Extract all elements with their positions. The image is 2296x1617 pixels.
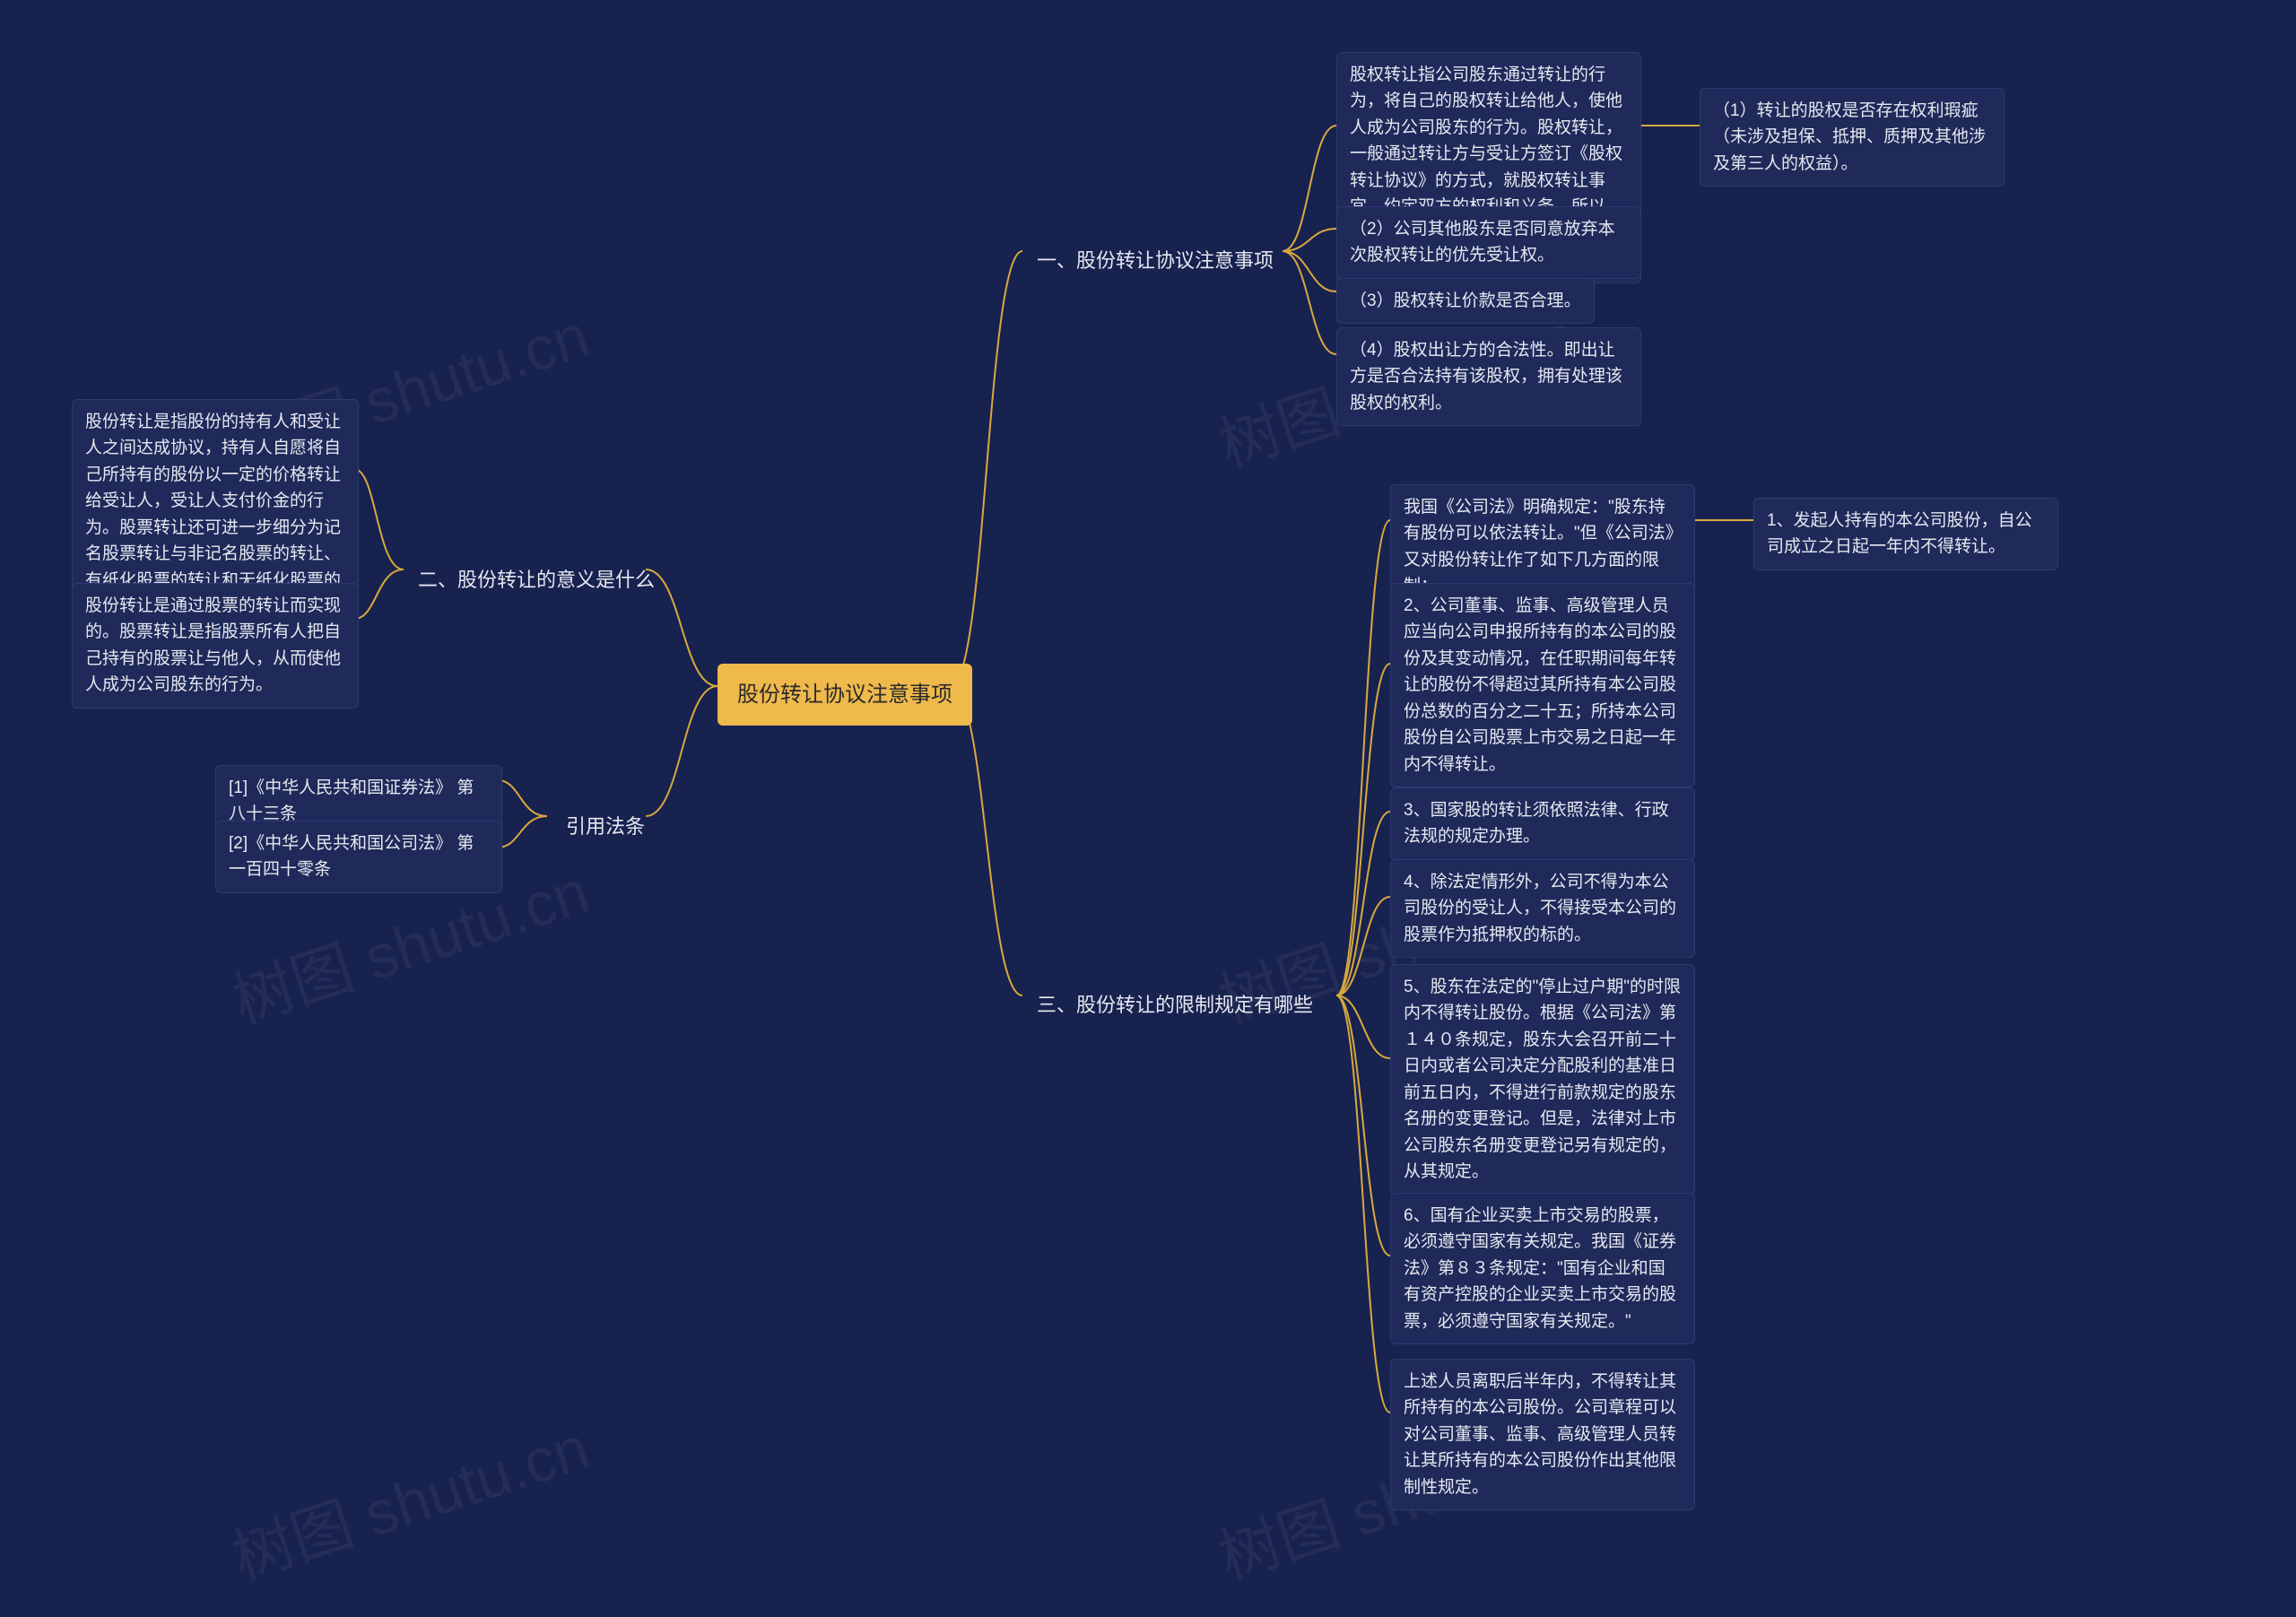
root-node: 股份转让协议注意事项 (718, 664, 972, 726)
leaf-b3-3: 3、国家股的转让须依照法律、行政法规的规定办理。 (1390, 787, 1695, 860)
leaf-b3-5: 5、股东在法定的"停止过户期"的时限内不得转让股份。根据《公司法》第１４０条规定… (1390, 964, 1695, 1195)
leaf-b1-4: （4）股权出让方的合法性。即出让方是否合法持有该股权，拥有处理该股权的权利。 (1336, 327, 1641, 426)
leaf-b1-1-1: （1）转让的股权是否存在权利瑕疵（未涉及担保、抵押、质押及其他涉及第三人的权益）… (1700, 88, 2005, 187)
branch-2: 二、股份转让的意义是什么 (404, 554, 669, 606)
leaf-b3-2: 2、公司董事、监事、高级管理人员应当向公司申报所持有的本公司的股份及其变动情况，… (1390, 583, 1695, 787)
branch-1: 一、股份转让协议注意事项 (1022, 235, 1288, 287)
leaf-b1-3: （3）股权转让价款是否合理。 (1336, 278, 1595, 324)
branch-4: 引用法条 (552, 801, 659, 853)
leaf-b4-2: [2]《中华人民共和国公司法》 第一百四十零条 (215, 821, 502, 893)
leaf-b3-4: 4、除法定情形外，公司不得为本公司股份的受让人，不得接受本公司的股票作为抵押权的… (1390, 859, 1695, 958)
watermark: 树图 shutu.cn (220, 1398, 598, 1596)
leaf-b3-7: 上述人员离职后半年内，不得转让其所持有的本公司股份。公司章程可以对公司董事、监事… (1390, 1359, 1695, 1510)
leaf-b2-2: 股份转让是通过股票的转让而实现的。股票转让是指股票所有人把自己持有的股票让与他人… (72, 583, 359, 709)
branch-3: 三、股份转让的限制规定有哪些 (1022, 979, 1327, 1031)
leaf-b1-2: （2）公司其他股东是否同意放弃本次股权转让的优先受让权。 (1336, 206, 1641, 279)
leaf-b3-6: 6、国有企业买卖上市交易的股票，必须遵守国家有关规定。我国《证券法》第８３条规定… (1390, 1193, 1695, 1344)
leaf-b3-1-1: 1、发起人持有的本公司股份，自公司成立之日起一年内不得转让。 (1753, 498, 2058, 570)
